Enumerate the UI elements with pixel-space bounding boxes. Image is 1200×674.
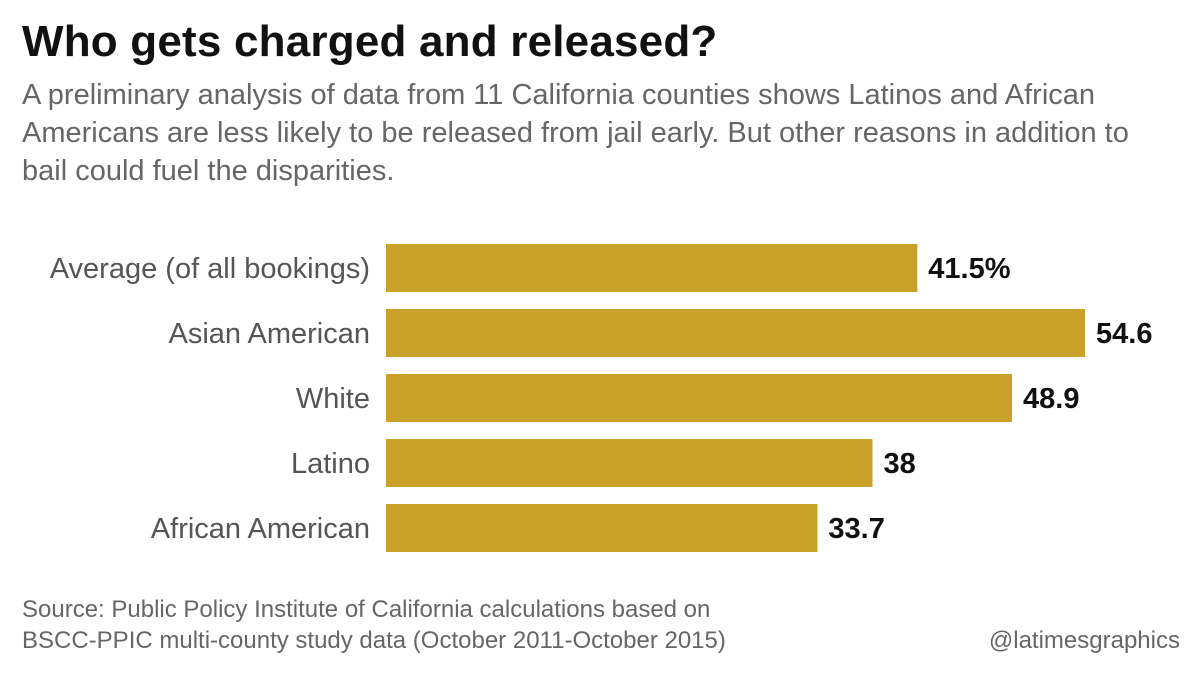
- category-label: African American: [151, 513, 370, 545]
- bar-chart: Average (of all bookings) 41.5% Asian Amer…: [50, 244, 1152, 552]
- value-label: 54.6: [1096, 318, 1152, 350]
- bar: [386, 244, 918, 292]
- value-label: 41.5%: [928, 253, 1010, 285]
- bar: [386, 374, 1013, 422]
- source-note: Source: Public Policy Institute of Calif…: [22, 594, 726, 656]
- source-line-2: BSCC-PPIC multi-county study data (Octob…: [22, 627, 726, 654]
- chart-subtitle: A preliminary analysis of data from 11 C…: [22, 79, 1129, 187]
- category-label: White: [296, 383, 370, 415]
- chart-title: Who gets charged and released?: [22, 17, 718, 66]
- value-label: 48.9: [1023, 383, 1079, 415]
- category-label: Latino: [291, 448, 370, 480]
- bar: [386, 439, 873, 487]
- value-label: 33.7: [828, 513, 884, 545]
- category-label: Average (of all bookings): [50, 253, 370, 285]
- bar: [386, 504, 818, 552]
- source-line-1: Source: Public Policy Institute of Calif…: [22, 596, 711, 623]
- bar: [386, 309, 1085, 357]
- credit: @latimesgraphics: [988, 627, 1180, 654]
- value-label: 38: [883, 448, 915, 480]
- category-label: Asian American: [169, 318, 371, 350]
